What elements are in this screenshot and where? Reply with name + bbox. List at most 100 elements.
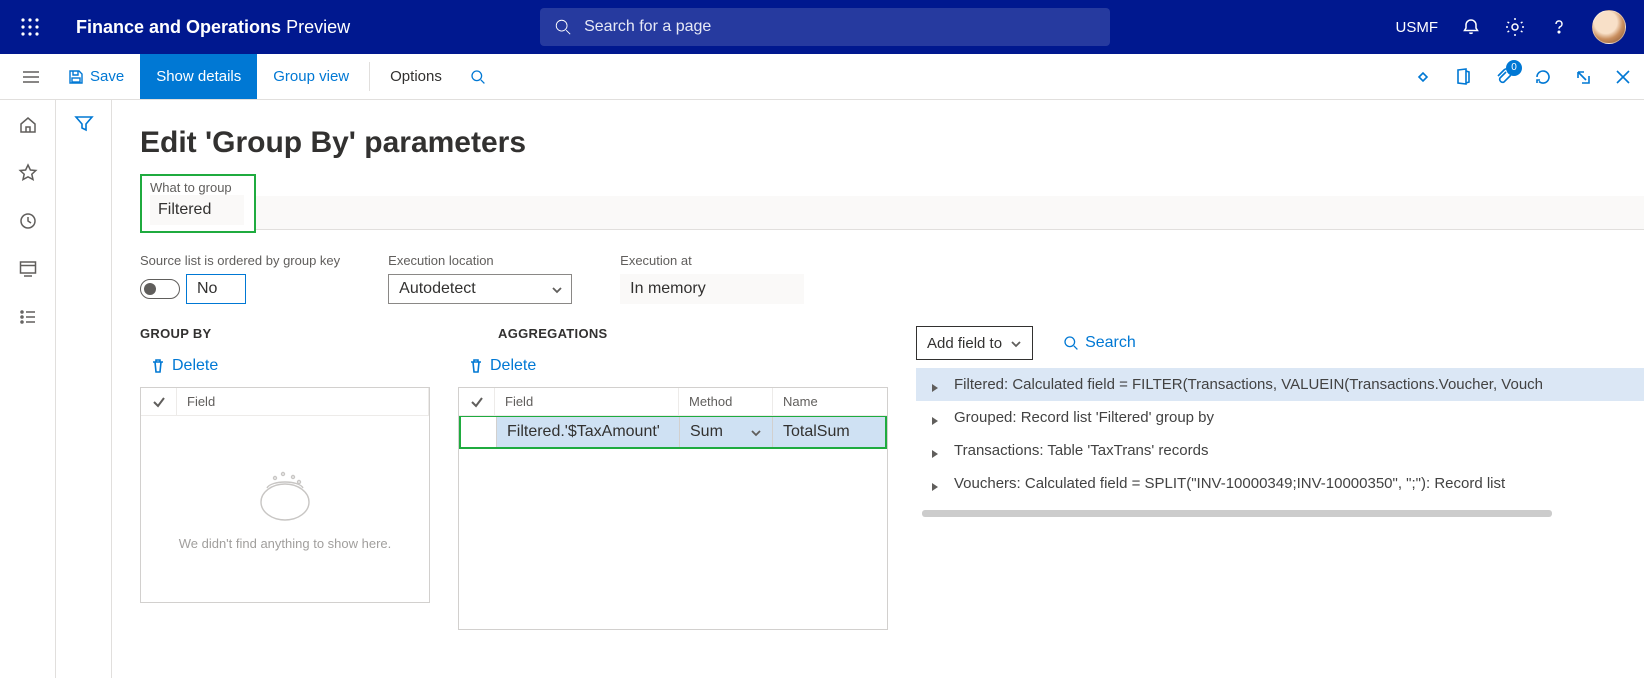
- source-row[interactable]: Vouchers: Calculated field = SPLIT("INV-…: [916, 467, 1644, 500]
- aggregations-grid: Field Method Name Filtered.'$TaxAmount' …: [458, 387, 888, 630]
- show-details-button[interactable]: Show details: [140, 54, 257, 99]
- action-bar: Save Show details Group view Options 0: [0, 54, 1644, 100]
- expand-icon[interactable]: [930, 479, 940, 489]
- nav-toggle-icon[interactable]: [10, 54, 52, 99]
- source-ordered-value[interactable]: No: [186, 274, 246, 304]
- aggregations-grid-spacer: [459, 449, 887, 629]
- attachment-icon[interactable]: 0: [1492, 66, 1514, 88]
- expand-icon[interactable]: [930, 413, 940, 423]
- save-label: Save: [90, 68, 124, 85]
- what-to-group-field-extension[interactable]: [256, 196, 1644, 230]
- chevron-down-icon: [750, 426, 762, 438]
- exec-location-label: Execution location: [388, 253, 572, 268]
- source-row-text: Filtered: Calculated field = FILTER(Tran…: [954, 376, 1543, 393]
- source-row[interactable]: Filtered: Calculated field = FILTER(Tran…: [916, 368, 1644, 401]
- aggregations-row-check[interactable]: [461, 417, 497, 447]
- aggregations-heading: AGGREGATIONS: [498, 326, 888, 341]
- what-to-group-value[interactable]: Filtered: [150, 195, 244, 225]
- waffle-icon[interactable]: [12, 9, 48, 45]
- favorite-icon[interactable]: [17, 162, 39, 184]
- chevron-down-icon: [551, 283, 563, 295]
- aggregations-delete-label: Delete: [490, 357, 536, 375]
- help-icon[interactable]: [1548, 16, 1570, 38]
- horizontal-scrollbar[interactable]: [922, 510, 1552, 517]
- exec-location-block: Execution location Autodetect: [388, 253, 572, 304]
- columns: GROUP BY Delete Field: [140, 326, 1644, 630]
- action-separator: [369, 62, 370, 91]
- group-view-label: Group view: [273, 68, 349, 85]
- show-details-label: Show details: [156, 68, 241, 85]
- aggregations-check-header[interactable]: [459, 388, 495, 416]
- action-right-icons: 0: [1412, 54, 1634, 99]
- source-pane: Add field to Search Filtered: Calculated…: [916, 326, 1644, 517]
- source-row-text: Grouped: Record list 'Filtered' group by: [954, 409, 1214, 426]
- aggregations-row-method-text: Sum: [690, 423, 723, 441]
- parameter-row: Source list is ordered by group key No E…: [140, 253, 1644, 304]
- source-list: Filtered: Calculated field = FILTER(Tran…: [916, 368, 1644, 500]
- source-search-button[interactable]: Search: [1063, 334, 1136, 352]
- popout-icon[interactable]: [1572, 66, 1594, 88]
- group-by-delete-button[interactable]: Delete: [140, 349, 430, 383]
- aggregations-row-field-text: Filtered.'$TaxAmount': [507, 423, 660, 441]
- expand-icon[interactable]: [930, 446, 940, 456]
- aggregations-row-name[interactable]: TotalSum: [773, 417, 885, 447]
- group-by-grid: Field We didn't find anything to show he…: [140, 387, 430, 603]
- modules-icon[interactable]: [17, 306, 39, 328]
- aggregations-method-header[interactable]: Method: [679, 388, 773, 416]
- what-to-group-label: What to group: [150, 180, 244, 195]
- office-icon[interactable]: [1452, 66, 1474, 88]
- exec-location-select[interactable]: Autodetect: [388, 274, 572, 304]
- what-to-group-highlight: What to group Filtered: [140, 174, 256, 233]
- aggregations-name-header[interactable]: Name: [773, 388, 887, 416]
- home-icon[interactable]: [17, 114, 39, 136]
- action-search-icon[interactable]: [458, 54, 498, 99]
- user-avatar[interactable]: [1592, 10, 1626, 44]
- app-title-preview: Preview: [286, 17, 350, 37]
- group-by-heading: GROUP BY: [140, 326, 430, 341]
- chevron-down-icon: [1010, 337, 1022, 349]
- workspace-icon[interactable]: [17, 258, 39, 280]
- aggregations-row-field[interactable]: Filtered.'$TaxAmount': [497, 417, 680, 447]
- group-by-delete-label: Delete: [172, 357, 218, 375]
- recent-icon[interactable]: [17, 210, 39, 232]
- page-title: Edit 'Group By' parameters: [140, 126, 1644, 160]
- save-button[interactable]: Save: [52, 54, 140, 99]
- bell-icon[interactable]: [1460, 16, 1482, 38]
- group-view-button[interactable]: Group view: [257, 54, 365, 99]
- global-search-input[interactable]: [582, 17, 1096, 37]
- exec-at-label: Execution at: [620, 253, 804, 268]
- aggregations-column: AGGREGATIONS Delete Field Method Name: [458, 326, 888, 630]
- gear-icon[interactable]: [1504, 16, 1526, 38]
- aggregations-row-method[interactable]: Sum: [680, 417, 773, 447]
- exec-at-block: Execution at In memory: [620, 253, 804, 304]
- source-row-text: Transactions: Table 'TaxTrans' records: [954, 442, 1208, 459]
- aggregations-delete-button[interactable]: Delete: [458, 349, 888, 383]
- group-by-check-header[interactable]: [141, 388, 177, 416]
- close-icon[interactable]: [1612, 66, 1634, 88]
- app-title-main: Finance and Operations: [76, 17, 281, 37]
- source-ordered-toggle[interactable]: [140, 279, 180, 299]
- filter-strip: [56, 100, 112, 678]
- source-toolbar: Add field to Search: [916, 326, 1644, 360]
- company-code[interactable]: USMF: [1396, 19, 1439, 36]
- link-icon[interactable]: [1412, 66, 1434, 88]
- app-title: Finance and Operations Preview: [76, 17, 350, 38]
- global-search[interactable]: [540, 8, 1110, 46]
- aggregations-field-header[interactable]: Field: [495, 388, 679, 416]
- group-by-grid-header: Field: [141, 388, 429, 416]
- global-header: Finance and Operations Preview USMF: [0, 0, 1644, 54]
- filter-icon[interactable]: [74, 114, 94, 678]
- source-ordered-block: Source list is ordered by group key No: [140, 253, 340, 304]
- source-row[interactable]: Transactions: Table 'TaxTrans' records: [916, 434, 1644, 467]
- options-button[interactable]: Options: [374, 54, 458, 99]
- group-by-field-header[interactable]: Field: [177, 388, 429, 416]
- source-row[interactable]: Grouped: Record list 'Filtered' group by: [916, 401, 1644, 434]
- exec-location-value: Autodetect: [399, 280, 476, 298]
- add-field-button[interactable]: Add field to: [916, 326, 1033, 360]
- aggregations-row[interactable]: Filtered.'$TaxAmount' Sum TotalSum: [461, 417, 885, 447]
- expand-icon[interactable]: [930, 380, 940, 390]
- group-by-empty-text: We didn't find anything to show here.: [179, 536, 392, 551]
- refresh-icon[interactable]: [1532, 66, 1554, 88]
- exec-at-value: In memory: [620, 274, 804, 304]
- source-ordered-label: Source list is ordered by group key: [140, 253, 340, 268]
